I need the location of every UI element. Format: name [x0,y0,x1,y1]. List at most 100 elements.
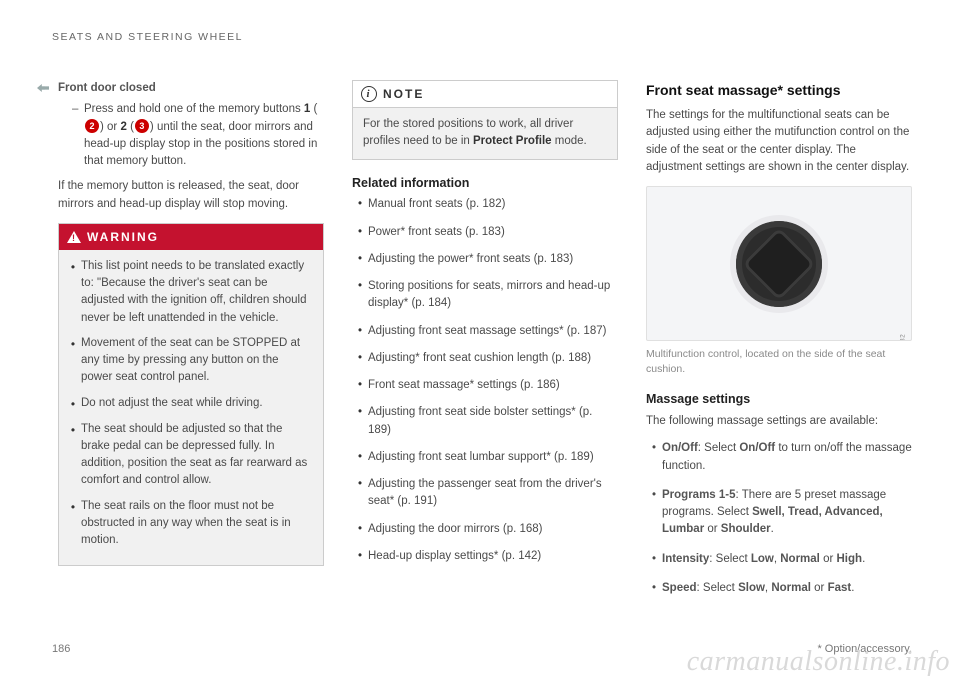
warning-item: This list point needs to be translated e… [65,258,313,327]
warning-text: Do not adjust the seat while driving. [81,395,313,413]
button-number-2: 2 [120,121,126,133]
text-fragment: or [704,523,721,535]
warning-triangle-icon [67,231,81,243]
related-text: Adjusting* front seat cushion length (p.… [368,350,618,367]
warning-text: This list point needs to be translated e… [81,258,313,327]
related-item: Manual front seats (p. 182) [352,196,618,213]
warning-box: WARNING This list point needs to be tran… [58,223,324,567]
related-item: Head-up display settings* (p. 142) [352,548,618,565]
image-caption: Multifunction control, located on the si… [646,347,912,376]
warning-header: WARNING [59,224,323,250]
note-body: For the stored positions to work, all dr… [353,108,617,159]
setting-programs: Programs 1-5: There are 5 preset massage… [646,487,912,539]
page-number: 186 [52,641,70,658]
note-header: i NOTE [353,81,617,108]
related-item: Adjusting front seat lumbar support* (p.… [352,449,618,466]
setting-intensity: Intensity: Select Low, Normal or High. [646,551,912,568]
warning-text: The seat rails on the floor must not be … [81,498,313,550]
related-text: Front seat massage* settings (p. 186) [368,377,618,394]
text-fragment: or [820,553,837,565]
continued-icon [37,84,49,92]
related-text: Power* front seats (p. 183) [368,224,618,241]
related-text: Adjusting front seat massage settings* (… [368,323,618,340]
related-item: Adjusting the power* front seats (p. 183… [352,251,618,268]
column-1: Front door closed – Press and hold one o… [58,80,324,609]
related-item: Adjusting front seat massage settings* (… [352,323,618,340]
instruction-step: – Press and hold one of the memory butto… [58,101,324,170]
warning-item: The seat rails on the floor must not be … [65,498,313,550]
text-fragment: Press and hold one of the memory buttons [84,103,304,115]
control-knob-graphic [736,221,822,307]
related-list: Manual front seats (p. 182) Power* front… [352,196,618,565]
option-name: Normal [771,582,811,594]
dash-bullet: – [72,101,84,170]
warning-list: This list point needs to be translated e… [65,258,313,550]
related-text: Adjusting front seat side bolster settin… [368,404,618,439]
image-code: G051732 [898,334,908,341]
option-name: Normal [780,553,820,565]
warning-item: The seat should be adjusted so that the … [65,421,313,490]
section-title: Front seat massage* settings [646,80,912,101]
option-name: Slow [738,582,765,594]
text-fragment: or [104,121,121,133]
button-number-1: 1 [304,103,310,115]
massage-settings-heading: Massage settings [646,390,912,409]
text-fragment: : Select [709,553,751,565]
option-name: Low [751,553,774,565]
related-item: Adjusting the door mirrors (p. 168) [352,521,618,538]
setting-label: Programs 1-5 [662,489,736,501]
warning-text: Movement of the seat can be STOPPED at a… [81,335,313,387]
setting-speed: Speed: Select Slow, Normal or Fast. [646,580,912,597]
note-box: i NOTE For the stored positions to work,… [352,80,618,160]
option-name: Shoulder [721,523,771,535]
option-name: High [837,553,863,565]
setting-text: Programs 1-5: There are 5 preset massage… [662,487,912,539]
setting-label: Intensity [662,553,709,565]
settings-list: On/Off: Select On/Off to turn on/off the… [646,440,912,597]
related-item: Storing positions for seats, mirrors and… [352,278,618,313]
setting-text: On/Off: Select On/Off to turn on/off the… [662,440,912,475]
setting-text: Speed: Select Slow, Normal or Fast. [662,580,912,597]
callout-circle-2: 2 [85,119,99,133]
option-name: On/Off [739,442,775,454]
related-info-heading: Related information [352,174,618,193]
massage-settings-intro: The following massage settings are avail… [646,413,912,430]
column-3: Front seat massage* settings The setting… [646,80,912,609]
column-2: i NOTE For the stored positions to work,… [352,80,618,609]
option-name: Fast [828,582,852,594]
related-item: Adjusting front seat side bolster settin… [352,404,618,439]
related-text: Adjusting the passenger seat from the dr… [368,476,618,511]
related-text: Adjusting the door mirrors (p. 168) [368,521,618,538]
related-text: Head-up display settings* (p. 142) [368,548,618,565]
setting-label: On/Off [662,442,698,454]
warning-text: The seat should be adjusted so that the … [81,421,313,490]
related-text: Adjusting front seat lumbar support* (p.… [368,449,618,466]
multifunction-control-image: G051732 [646,186,912,341]
related-item: Adjusting* front seat cushion length (p.… [352,350,618,367]
text-fragment: or [811,582,828,594]
warning-item: Movement of the seat can be STOPPED at a… [65,335,313,387]
note-text: mode. [552,135,587,147]
info-icon: i [361,86,377,102]
text-fragment: . [862,553,865,565]
related-item: Front seat massage* settings (p. 186) [352,377,618,394]
warning-title: WARNING [87,228,159,246]
text-fragment: . [851,582,854,594]
text-fragment: . [771,523,774,535]
section-intro: The settings for the multifunctional sea… [646,107,912,176]
text-fragment: : Select [698,442,740,454]
callout-circle-3: 3 [135,119,149,133]
warning-body: This list point needs to be translated e… [59,250,323,566]
control-knob-inner [742,227,816,301]
paragraph: If the memory button is released, the se… [58,178,324,213]
related-text: Adjusting the power* front seats (p. 183… [368,251,618,268]
related-text: Storing positions for seats, mirrors and… [368,278,618,313]
content-columns: Front door closed – Press and hold one o… [58,80,912,609]
setting-label: Speed [662,582,697,594]
warning-item: Do not adjust the seat while driving. [65,395,313,413]
front-door-closed-heading: Front door closed [58,80,324,97]
related-item: Adjusting the passenger seat from the dr… [352,476,618,511]
related-item: Power* front seats (p. 183) [352,224,618,241]
instruction-text: Press and hold one of the memory buttons… [84,101,324,170]
text-fragment: : Select [697,582,739,594]
